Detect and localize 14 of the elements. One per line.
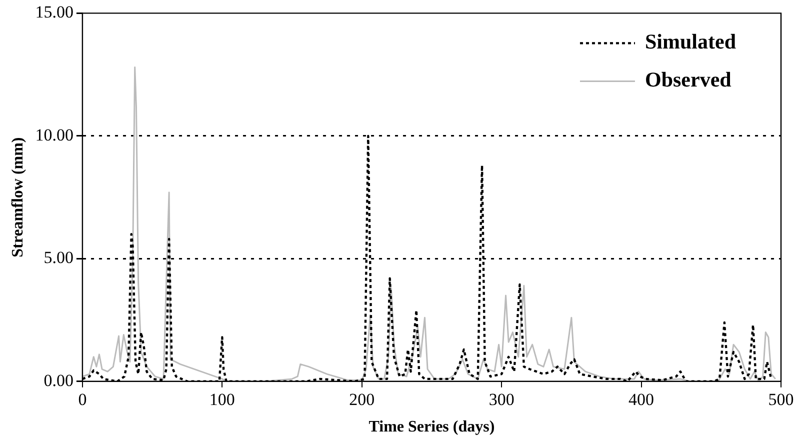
x-tick-label: 0	[78, 390, 87, 410]
y-tick-label: 15.00	[35, 2, 74, 22]
x-tick-label: 300	[488, 390, 514, 410]
y-axis-title: Streamflow (mm)	[10, 137, 27, 258]
x-axis-title: Time Series (days)	[368, 418, 495, 436]
x-tick-label: 200	[349, 390, 375, 410]
y-tick-label: 5.00	[44, 248, 74, 268]
legend-label: Simulated	[644, 30, 736, 54]
x-tick-label: 400	[628, 390, 654, 410]
y-tick-label: 0.00	[44, 370, 74, 390]
y-tick-label: 10.00	[35, 125, 74, 144]
x-tick-label: 500	[768, 390, 794, 410]
legend-label: Observed	[644, 68, 732, 92]
x-tick-label: 100	[209, 390, 235, 410]
